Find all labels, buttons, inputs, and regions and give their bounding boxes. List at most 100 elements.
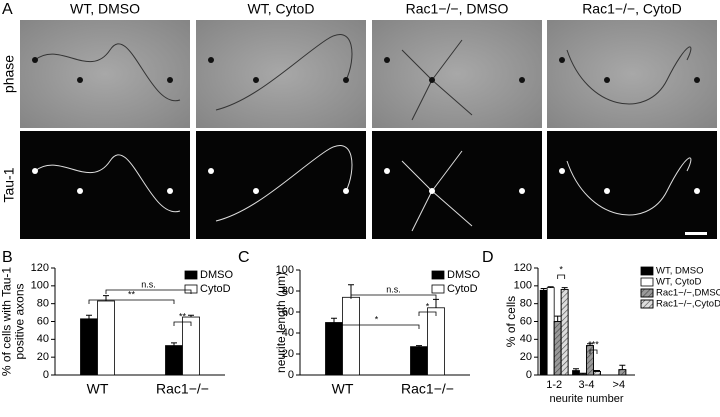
cell-body xyxy=(253,188,259,194)
neurite xyxy=(34,154,181,213)
row-label: Tau-1 xyxy=(1,167,17,202)
bar xyxy=(539,289,548,376)
error-bar xyxy=(433,298,439,308)
y-tick-label: 60 xyxy=(37,315,49,327)
cell-body xyxy=(32,168,38,174)
neurite xyxy=(566,157,692,216)
cell-body xyxy=(343,188,349,194)
cell-body xyxy=(429,77,435,83)
bar xyxy=(342,296,360,376)
x-tick-label: Rac1−/− xyxy=(156,381,209,397)
bar xyxy=(410,346,428,376)
y-tick-label: 80 xyxy=(520,298,532,310)
legend-hatch xyxy=(640,288,654,298)
y-tick-label: 20 xyxy=(282,348,294,360)
significance-bracket xyxy=(88,299,175,304)
error-bar xyxy=(561,287,568,290)
error-bar xyxy=(416,345,422,347)
x-axis-label: neurite number xyxy=(550,393,624,405)
significance-label: ** xyxy=(128,289,136,299)
panel-label: D xyxy=(482,249,494,266)
y-tick-label: 100 xyxy=(31,280,49,292)
cell-body xyxy=(559,57,565,63)
y-tick-label: 80 xyxy=(282,285,294,297)
cell-body xyxy=(519,77,525,83)
neurite xyxy=(215,34,353,111)
error-bar xyxy=(331,317,337,323)
neurite xyxy=(401,150,473,232)
cell-body xyxy=(519,188,525,194)
y-tick-label: 120 xyxy=(31,262,49,274)
significance-label: * xyxy=(375,314,379,324)
cell-body xyxy=(604,77,610,83)
cell-body xyxy=(77,77,83,83)
y-tick-label: 40 xyxy=(520,333,532,345)
column-title: WT, CytoD xyxy=(248,1,315,17)
bar-hatch xyxy=(560,288,569,376)
legend-label: CytoD xyxy=(447,283,478,295)
panel-label: B xyxy=(2,249,13,266)
error-bar xyxy=(188,314,194,318)
legend-label: Rac1−/−,DMSO xyxy=(656,288,720,299)
bar-hatch xyxy=(593,371,601,376)
significance-bracket xyxy=(105,289,192,294)
error-bar xyxy=(580,372,586,375)
legend-label: Rac1−/−,CytoD xyxy=(656,299,720,310)
cell-body xyxy=(429,188,435,194)
legend-swatch xyxy=(431,284,445,294)
row-label: phase xyxy=(1,55,17,93)
micrograph xyxy=(20,131,190,239)
significance-bracket xyxy=(418,311,437,316)
significance-bracket xyxy=(173,321,192,326)
x-tick-label: >4 xyxy=(613,379,626,391)
cell-body xyxy=(694,188,700,194)
panel-label: C xyxy=(238,249,250,266)
neurite xyxy=(34,43,181,102)
cell-body xyxy=(694,77,700,83)
legend-label: CytoD xyxy=(200,283,231,295)
error-bar xyxy=(540,288,547,291)
x-tick-label: Rac1−/− xyxy=(401,381,454,397)
significance-bracket xyxy=(589,349,598,354)
bar-hatch xyxy=(553,321,562,376)
significance-bracket xyxy=(557,274,566,279)
y-axis-label: % of cells with Tau-1 xyxy=(0,267,14,376)
y-axis-label: positive axons xyxy=(13,283,27,359)
bar xyxy=(80,318,98,376)
y-tick-label: 40 xyxy=(37,333,49,345)
y-tick-label: 100 xyxy=(514,280,532,292)
scale-bar xyxy=(685,232,707,235)
legend-swatch xyxy=(640,277,654,287)
error-bar xyxy=(594,370,600,372)
y-tick-label: 20 xyxy=(37,351,49,363)
legend-label: DMSO xyxy=(200,269,233,281)
bar xyxy=(325,322,343,376)
bar xyxy=(427,307,445,376)
x-tick-label: 3-4 xyxy=(579,379,595,391)
legend-swatch xyxy=(184,270,198,280)
significance-bracket xyxy=(333,324,420,329)
error-bar xyxy=(619,364,626,370)
cell-body xyxy=(167,77,173,83)
y-axis-label: % of cells xyxy=(504,296,518,347)
cell-body xyxy=(384,57,390,63)
y-tick-label: 20 xyxy=(520,351,532,363)
neurite xyxy=(401,39,473,121)
legend-swatch xyxy=(640,266,654,276)
cell-body xyxy=(253,77,259,83)
micrographs xyxy=(20,20,717,239)
micrograph xyxy=(20,20,190,128)
y-tick-label: 0 xyxy=(43,369,49,381)
cell-body xyxy=(343,77,349,83)
x-tick-label: WT xyxy=(332,381,354,397)
bar xyxy=(97,300,115,376)
bar xyxy=(572,370,580,376)
x-tick-label: WT xyxy=(87,381,109,397)
micrograph xyxy=(372,131,542,239)
error-bar xyxy=(573,368,579,371)
cell-body xyxy=(604,188,610,194)
y-tick-label: 120 xyxy=(514,262,532,274)
column-title: Rac1−/−, DMSO xyxy=(406,1,509,17)
micrograph xyxy=(547,131,717,239)
